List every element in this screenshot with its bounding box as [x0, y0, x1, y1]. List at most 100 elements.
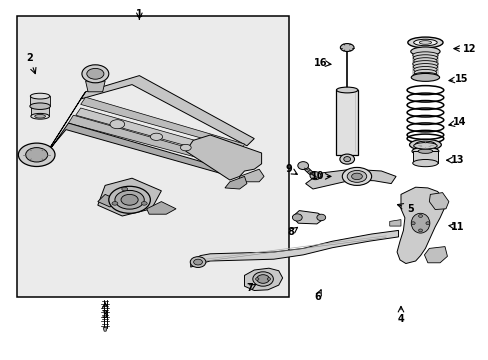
Ellipse shape — [256, 275, 269, 283]
Bar — [412, 151, 437, 163]
Ellipse shape — [413, 39, 436, 46]
Ellipse shape — [180, 144, 191, 151]
Polygon shape — [389, 220, 400, 226]
Polygon shape — [68, 115, 232, 166]
Ellipse shape — [297, 162, 308, 170]
Text: 10: 10 — [310, 171, 324, 181]
Text: 14: 14 — [452, 117, 466, 127]
Text: 11: 11 — [449, 222, 463, 232]
Ellipse shape — [141, 202, 147, 205]
Ellipse shape — [266, 278, 270, 280]
Ellipse shape — [122, 187, 127, 191]
Ellipse shape — [413, 143, 436, 149]
Ellipse shape — [418, 41, 431, 44]
Text: 4: 4 — [397, 314, 404, 324]
Ellipse shape — [150, 133, 162, 140]
Polygon shape — [76, 108, 239, 159]
Polygon shape — [85, 81, 105, 92]
Ellipse shape — [410, 47, 439, 56]
Polygon shape — [305, 169, 395, 189]
Ellipse shape — [412, 72, 437, 79]
Ellipse shape — [413, 58, 436, 64]
Polygon shape — [428, 193, 448, 210]
Ellipse shape — [193, 259, 202, 265]
Polygon shape — [98, 178, 161, 216]
Ellipse shape — [31, 113, 49, 119]
Ellipse shape — [108, 186, 150, 213]
Ellipse shape — [418, 215, 422, 217]
Ellipse shape — [35, 114, 45, 118]
Polygon shape — [185, 135, 261, 180]
Polygon shape — [81, 76, 254, 146]
Text: 3: 3 — [102, 310, 108, 320]
Polygon shape — [396, 187, 444, 264]
Text: 7: 7 — [245, 283, 252, 293]
Ellipse shape — [82, 65, 108, 83]
Ellipse shape — [413, 69, 436, 76]
Ellipse shape — [425, 222, 429, 225]
Ellipse shape — [87, 68, 104, 79]
Polygon shape — [424, 247, 447, 263]
Ellipse shape — [343, 157, 350, 162]
Ellipse shape — [190, 257, 205, 267]
Ellipse shape — [30, 93, 50, 99]
Polygon shape — [46, 92, 85, 153]
Ellipse shape — [412, 55, 437, 61]
Ellipse shape — [112, 202, 118, 205]
Polygon shape — [146, 202, 176, 214]
Polygon shape — [103, 328, 107, 331]
Bar — [31, 106, 49, 116]
Ellipse shape — [340, 44, 353, 51]
Ellipse shape — [414, 141, 435, 148]
Ellipse shape — [418, 229, 422, 232]
Text: 15: 15 — [454, 74, 468, 84]
Text: 6: 6 — [314, 292, 321, 302]
Ellipse shape — [411, 147, 438, 155]
Text: 1: 1 — [136, 9, 142, 19]
Polygon shape — [81, 97, 244, 149]
Bar — [17, 16, 288, 297]
Ellipse shape — [412, 64, 437, 70]
Ellipse shape — [407, 37, 442, 48]
Polygon shape — [98, 194, 117, 207]
Ellipse shape — [409, 139, 440, 150]
Text: 2: 2 — [26, 53, 33, 63]
Ellipse shape — [417, 149, 432, 153]
Ellipse shape — [410, 222, 414, 225]
Ellipse shape — [412, 52, 437, 58]
Text: 12: 12 — [462, 44, 475, 54]
Ellipse shape — [410, 213, 429, 233]
Ellipse shape — [19, 143, 55, 166]
Ellipse shape — [413, 67, 436, 73]
Ellipse shape — [412, 60, 437, 67]
Ellipse shape — [342, 167, 371, 185]
Polygon shape — [292, 211, 325, 224]
Bar — [411, 55, 438, 77]
Ellipse shape — [30, 103, 50, 109]
Text: 5: 5 — [407, 204, 413, 214]
Ellipse shape — [410, 73, 439, 81]
Ellipse shape — [110, 120, 124, 129]
Ellipse shape — [292, 214, 302, 221]
Ellipse shape — [412, 159, 437, 167]
Ellipse shape — [26, 148, 48, 162]
Bar — [336, 90, 357, 155]
Polygon shape — [244, 268, 282, 291]
Ellipse shape — [309, 172, 320, 180]
Ellipse shape — [339, 154, 354, 164]
Text: 9: 9 — [285, 164, 291, 174]
Ellipse shape — [316, 214, 325, 221]
Ellipse shape — [255, 278, 259, 280]
Ellipse shape — [252, 272, 273, 286]
Polygon shape — [190, 230, 398, 267]
Ellipse shape — [346, 171, 366, 183]
Ellipse shape — [121, 194, 138, 205]
Ellipse shape — [115, 190, 144, 209]
Text: 16: 16 — [313, 58, 326, 68]
Bar — [30, 96, 50, 106]
Polygon shape — [224, 176, 246, 189]
Text: 8: 8 — [287, 227, 294, 237]
Polygon shape — [46, 123, 227, 175]
Ellipse shape — [351, 173, 362, 180]
Polygon shape — [239, 169, 264, 182]
